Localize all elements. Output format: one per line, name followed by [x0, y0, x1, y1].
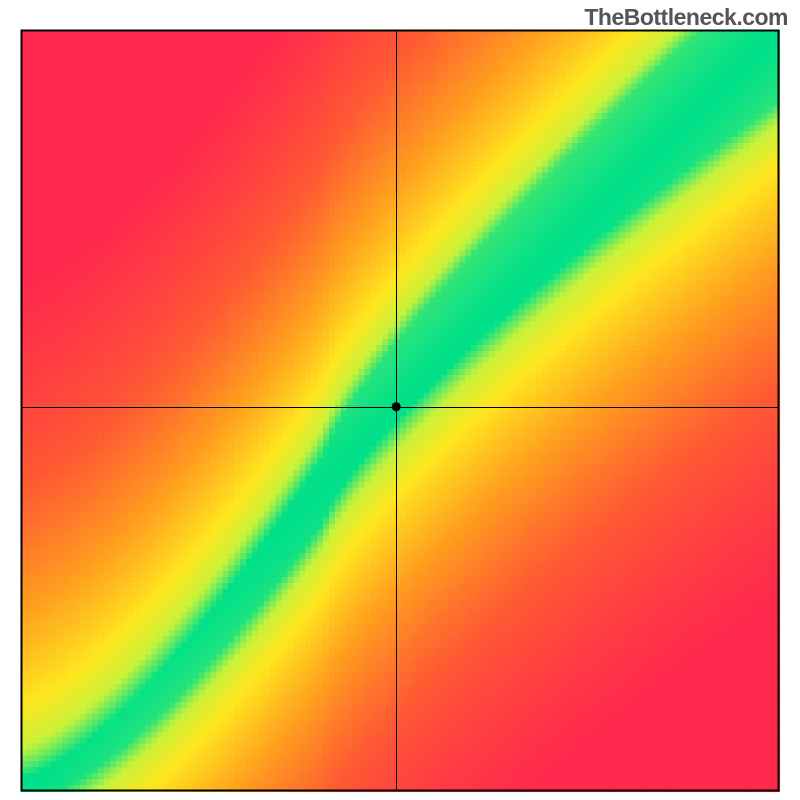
crosshair-overlay	[0, 0, 800, 800]
attribution-text: TheBottleneck.com	[584, 4, 788, 31]
